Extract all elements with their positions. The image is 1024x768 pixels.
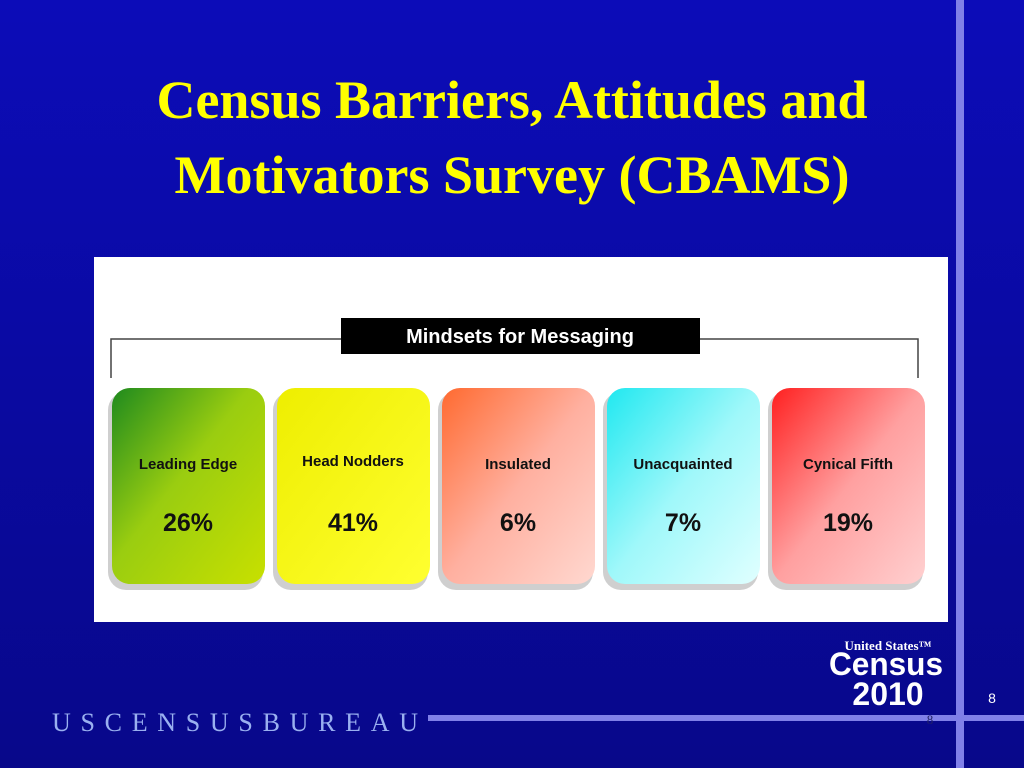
page-number: 8 [988,690,996,706]
segment-label: Unacquainted [633,456,732,473]
segment-share: 19% [823,509,873,537]
figure-title-box [341,318,700,354]
segment-label: Insulated [485,456,551,473]
segment-share: 41% [328,509,378,537]
segment-box [112,388,265,584]
segment-box [772,388,925,584]
segment-box [607,388,760,584]
title-line: Census Barriers, Attitudes and [156,70,867,130]
title-line: Motivators Survey (CBAMS) [175,145,850,205]
segment-label: Cynical Fifth [803,456,893,473]
segment-label: Head Nodders [302,453,404,470]
segment-share: 7% [665,509,701,537]
logo-country: United States™ [844,638,931,653]
logo-year: 2010 [852,676,923,712]
segment-box [277,388,430,584]
segment-share: 26% [163,509,213,537]
figure-title: Mindsets for Messaging [406,326,634,348]
rule-vertical [956,0,964,768]
rule-horizontal [428,715,1024,721]
segment-box [442,388,595,584]
segment-share: 6% [500,509,536,537]
slide-number: 8 [927,712,934,727]
segment-label: Leading Edge [139,456,237,473]
logo-name: Census [829,646,943,682]
